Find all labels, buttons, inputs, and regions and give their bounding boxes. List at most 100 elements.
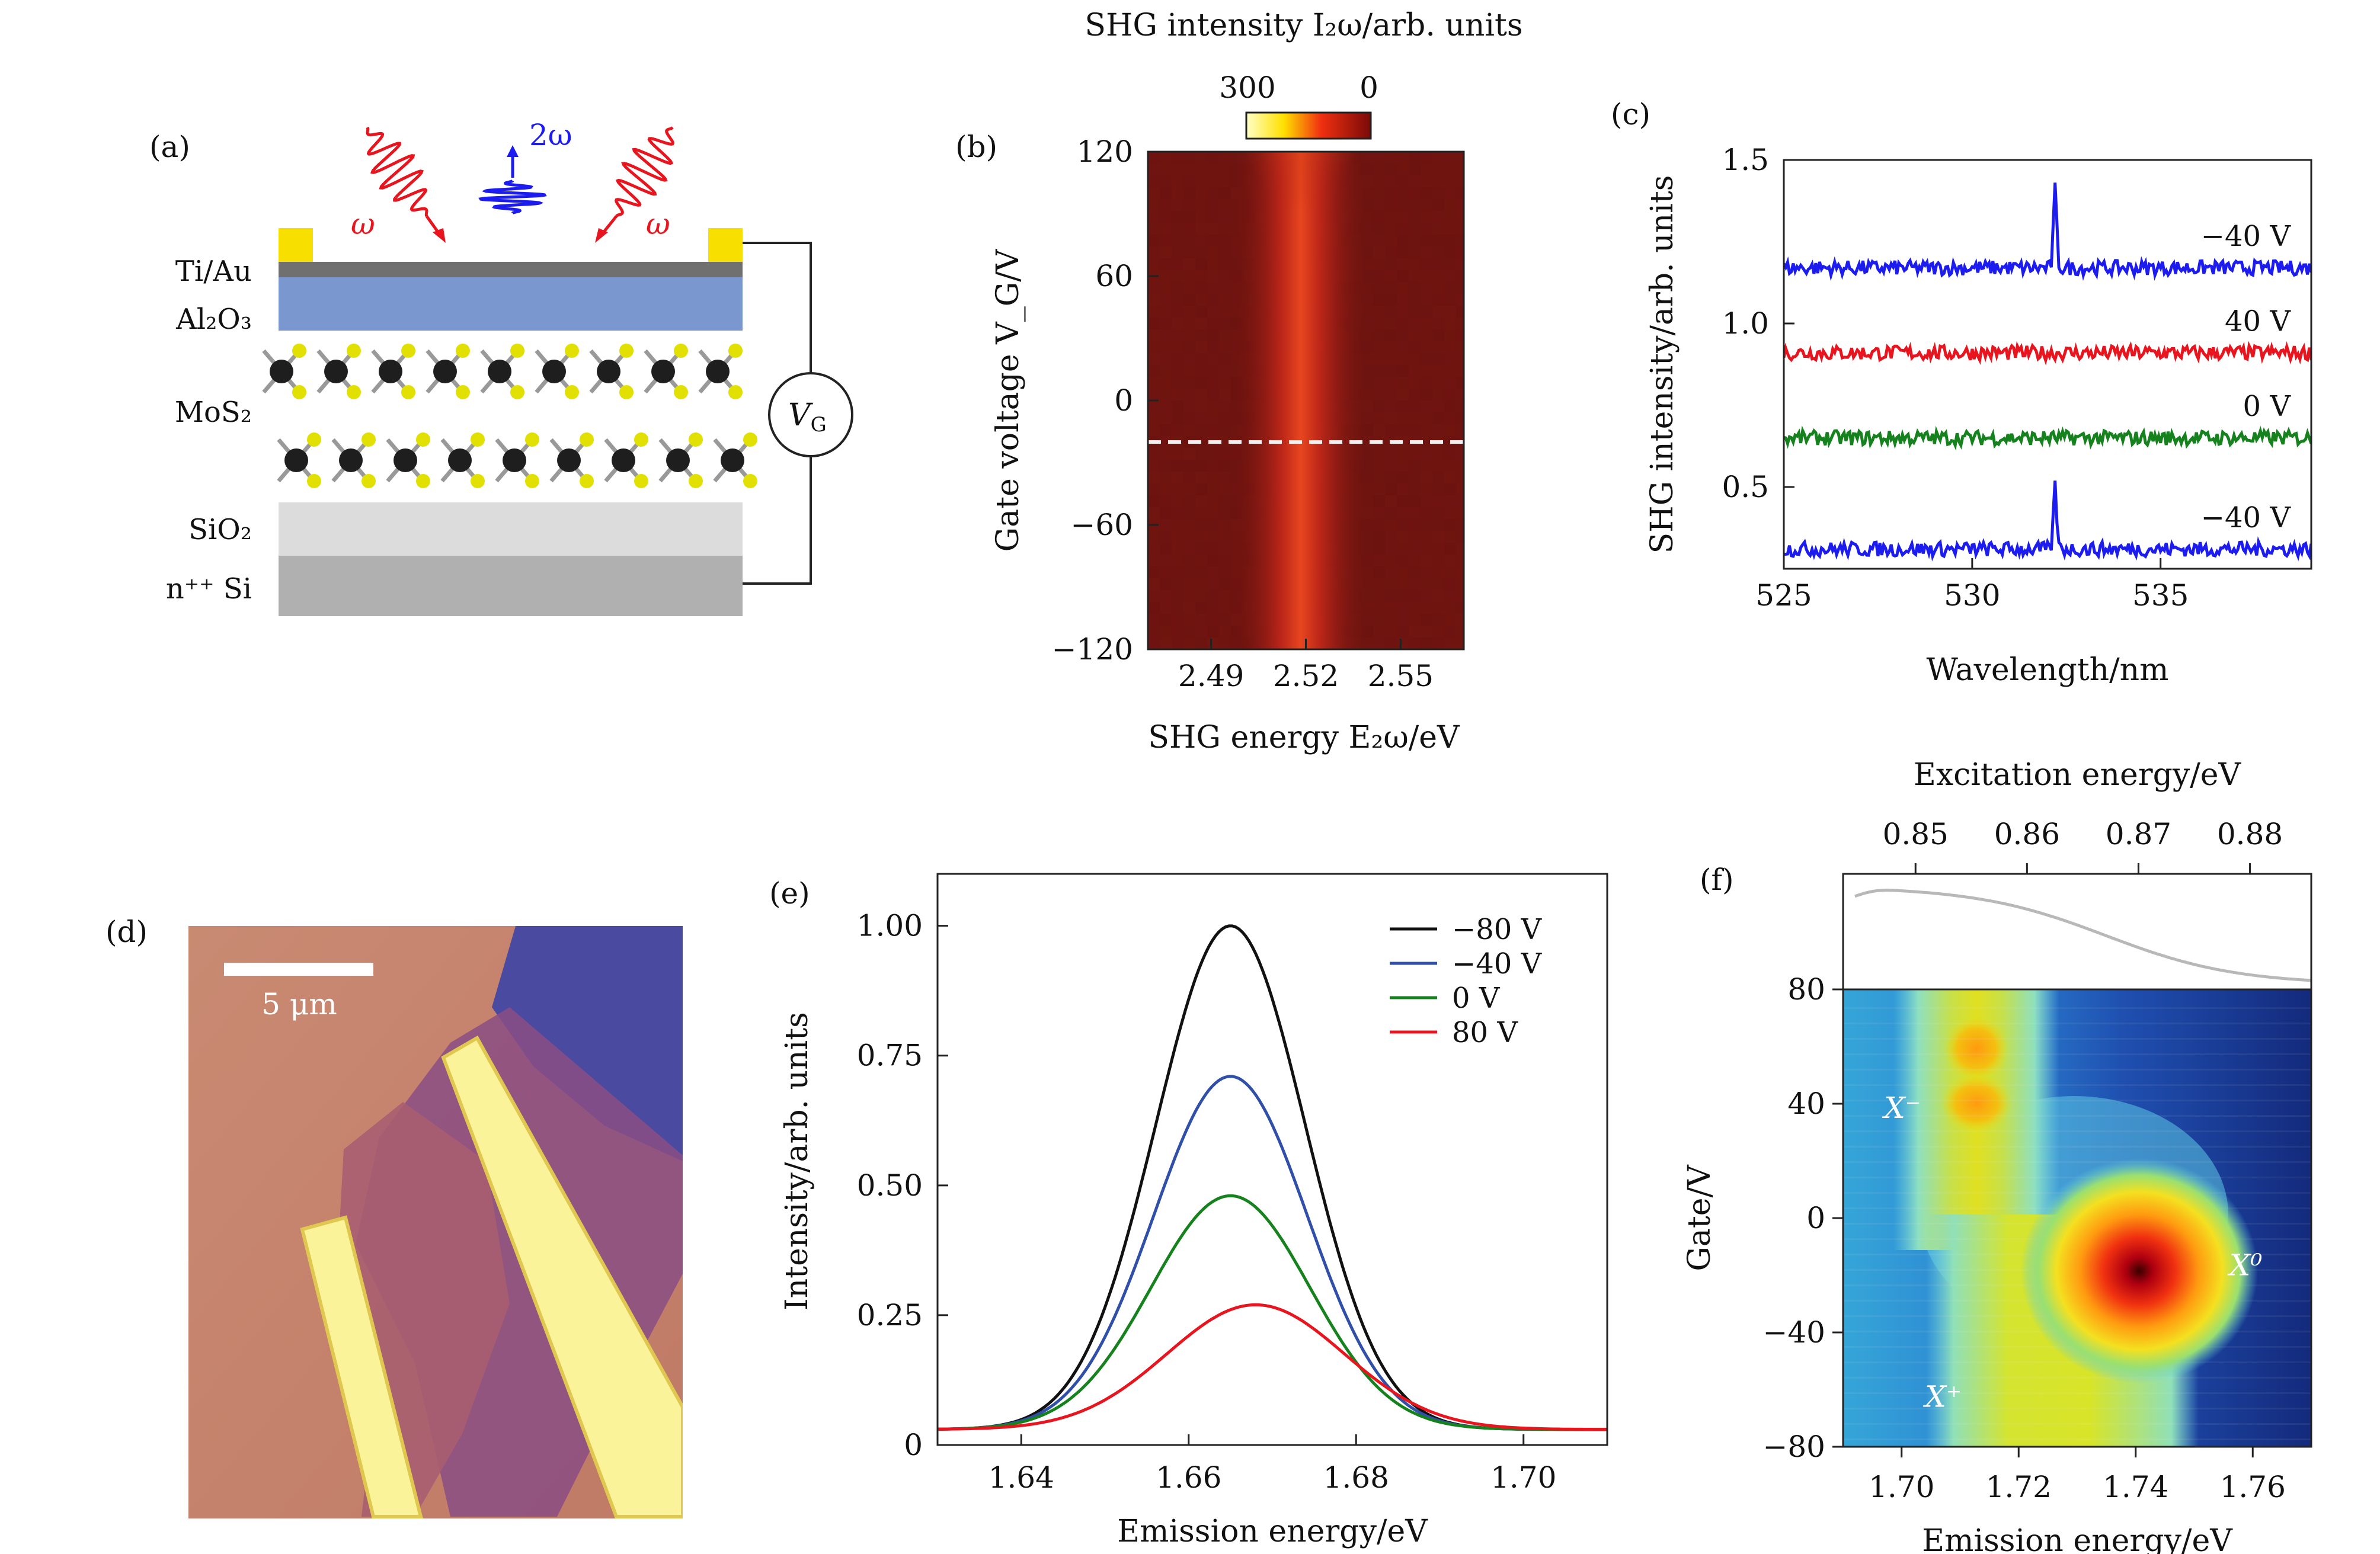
y-tick-label: 0.50 xyxy=(857,1168,923,1203)
spectrum-line xyxy=(1784,182,2311,281)
sulfur-atom xyxy=(525,432,539,447)
excitation-spectrum-curve xyxy=(1854,888,2312,982)
x-tick-label: 2.55 xyxy=(1368,659,1434,693)
y-tick-label: 0 xyxy=(1806,1201,1825,1235)
exciton-annotations: X⁻ X⁰ X⁺ xyxy=(1882,1091,2262,1414)
y-tick-label: 0.75 xyxy=(857,1039,923,1073)
molybdenum-atom xyxy=(651,360,675,383)
spectra-frame xyxy=(1783,159,2312,570)
sulfur-atom xyxy=(525,474,539,488)
pl-ticks: 1.64 1.66 1.68 1.70 0 0.25 0.50 0.75 1.00 xyxy=(857,909,1557,1495)
sulfur-atom xyxy=(634,474,648,488)
sulfur-atom xyxy=(743,474,757,488)
neutral-exciton-peak xyxy=(2021,1158,2258,1383)
spectra-ticks: 525 530 535 0.5 1.0 1.5 xyxy=(1722,143,2189,613)
top-x-axis-label: Excitation energy/eV xyxy=(1914,757,2242,793)
y-axis-label: Gate voltage V_G/V xyxy=(990,248,1026,552)
spectrum-line xyxy=(1784,341,2311,366)
sulfur-atom xyxy=(674,344,688,358)
ti-au-layer xyxy=(279,262,743,277)
x-tick-label: 530 xyxy=(1944,578,2000,613)
molybdenum-atom xyxy=(394,448,417,472)
series-label: −40 V xyxy=(2201,501,2292,534)
pl-lines xyxy=(938,924,1607,1431)
y-tick-label: 0.25 xyxy=(857,1298,923,1332)
x-tick-label: 2.49 xyxy=(1178,659,1244,693)
y-tick-label: 120 xyxy=(1077,134,1133,169)
ti-au-electrode-right xyxy=(708,228,743,264)
omega-left-label: ω xyxy=(351,207,375,241)
x-tick-label: 1.66 xyxy=(1156,1460,1221,1495)
colorbar-tick-min: 0 xyxy=(1359,71,1378,105)
panel-label-a: (a) xyxy=(149,130,190,164)
x-tick-label: 1.72 xyxy=(1986,1470,2052,1504)
molybdenum-atom xyxy=(433,360,457,383)
y-tick-label: −60 xyxy=(1070,508,1133,542)
y-axis-label: SHG intensity/arb. units xyxy=(1645,175,1680,554)
sulfur-atom xyxy=(292,344,306,358)
mos2-lattice xyxy=(262,344,757,488)
al2o3-layer xyxy=(279,277,743,331)
y-tick-label: 1.00 xyxy=(857,909,923,943)
y-tick-label: −120 xyxy=(1052,632,1133,667)
x-tick-label: 1.68 xyxy=(1323,1460,1389,1495)
x-tick-label: 525 xyxy=(1755,578,1812,613)
spectrum-line xyxy=(1784,480,2311,562)
y-tick-label: 60 xyxy=(1095,259,1133,293)
molybdenum-atom xyxy=(666,448,690,472)
series-label: −40 V xyxy=(2201,220,2292,253)
y-tick-label: 0 xyxy=(904,1428,923,1462)
pl-map-panel: Excitation energy/eV 1.70 1.72 1.74 1.76 80 4… xyxy=(1682,757,2312,1554)
legend-label: −80 V xyxy=(1452,913,1543,946)
sulfur-atom xyxy=(362,474,376,488)
x-axis-label: Emission energy/eV xyxy=(1117,1514,1428,1549)
incident-light-right: ω xyxy=(595,126,675,243)
pl-curve xyxy=(938,1303,1607,1431)
sulfur-atom xyxy=(456,385,470,399)
layer-label-sio2: SiO₂ xyxy=(188,513,252,546)
sulfur-atom xyxy=(619,344,634,358)
sulfur-atom xyxy=(471,474,485,488)
top-x-tick-label: 0.86 xyxy=(1994,817,2060,851)
molybdenum-atom xyxy=(448,448,472,472)
spectrum-line xyxy=(1784,425,2311,451)
pl-map-ticks: 1.70 1.72 1.74 1.76 80 40 0 −40 −80 0.85 0.86 0.87 0… xyxy=(1762,817,2285,1504)
device-schematic: VG Ti/Au Al₂O₃ MoS₂ SiO₂ n⁺⁺ Si ω ω 2ω xyxy=(166,118,853,616)
x-tick-label: 1.70 xyxy=(1490,1460,1556,1495)
colorbar-tick-max: 300 xyxy=(1219,71,1275,105)
heatmap-ticks: 2.49 2.52 2.55 120 60 0 −60 −120 xyxy=(1052,134,1434,693)
molybdenum-atom xyxy=(284,448,308,472)
ti-au-electrode-left xyxy=(279,228,313,264)
sulfur-atom xyxy=(471,432,485,447)
molybdenum-atom xyxy=(706,360,730,383)
molybdenum-atom xyxy=(339,448,363,472)
optical-micrograph: 5 μm xyxy=(188,926,683,1518)
trion-minus-spot-lower xyxy=(1941,1074,2012,1133)
layer-label-si: n⁺⁺ Si xyxy=(166,572,252,605)
top-x-tick-label: 0.85 xyxy=(1883,817,1949,851)
sulfur-atom xyxy=(689,474,703,488)
pl-curve xyxy=(938,1194,1607,1431)
sulfur-atom xyxy=(619,385,634,399)
x-tick-label: 1.74 xyxy=(2103,1470,2168,1504)
sulfur-atom xyxy=(510,385,524,399)
x-tick-label: 1.70 xyxy=(1869,1470,1934,1504)
sulfur-atom xyxy=(307,432,321,447)
legend-label: 0 V xyxy=(1452,982,1501,1015)
exciton-label: X⁰ xyxy=(2227,1248,2263,1283)
gate-voltage-label: VG xyxy=(788,398,827,437)
sulfur-atom xyxy=(580,432,594,447)
two-omega-label: 2ω xyxy=(529,118,572,152)
panel-label-e: (e) xyxy=(769,876,810,911)
shg-emission: 2ω xyxy=(478,118,572,214)
y-tick-label: 0.5 xyxy=(1722,470,1769,504)
scale-bar xyxy=(224,963,373,976)
series-label: 0 V xyxy=(2243,390,2292,423)
sulfur-atom xyxy=(362,432,376,447)
y-axis-label: Gate/V xyxy=(1682,1164,1717,1271)
sulfur-atom xyxy=(347,385,361,399)
layer-label-ti-au: Ti/Au xyxy=(175,255,252,288)
molybdenum-atom xyxy=(542,360,566,383)
sulfur-atom xyxy=(565,344,579,358)
